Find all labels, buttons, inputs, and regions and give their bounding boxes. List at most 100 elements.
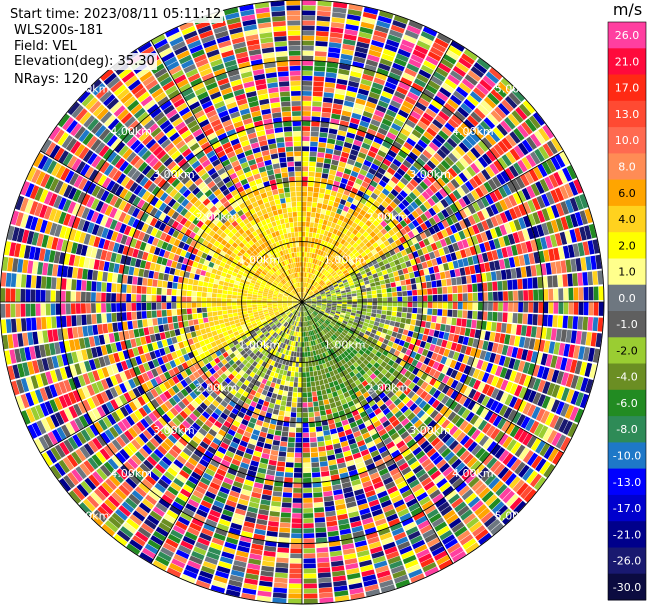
velocity-cell <box>548 302 554 314</box>
velocity-cell <box>435 354 443 363</box>
velocity-cell <box>336 307 342 310</box>
velocity-cell <box>447 302 453 309</box>
velocity-cell <box>513 359 521 371</box>
velocity-cell <box>473 175 483 186</box>
velocity-cell <box>279 405 286 411</box>
velocity-cell <box>367 261 374 268</box>
velocity-cell <box>342 105 353 113</box>
velocity-cell <box>342 173 350 180</box>
velocity-cell <box>353 340 359 346</box>
velocity-cell <box>533 302 539 313</box>
velocity-cell <box>540 410 550 424</box>
velocity-cell <box>395 231 403 239</box>
velocity-cell <box>322 373 327 380</box>
velocity-cell <box>346 277 353 282</box>
velocity-cell <box>445 216 454 226</box>
velocity-cell <box>413 270 420 278</box>
velocity-cell <box>309 273 313 279</box>
velocity-cell <box>437 372 446 382</box>
velocity-cell <box>330 428 338 435</box>
velocity-cell <box>373 263 380 269</box>
velocity-cell <box>302 111 311 116</box>
velocity-cell <box>408 20 423 30</box>
velocity-cell <box>357 302 362 305</box>
velocity-cell <box>324 158 332 164</box>
velocity-cell <box>326 304 332 307</box>
velocity-cell <box>384 171 393 180</box>
velocity-cell <box>416 369 424 378</box>
velocity-cell <box>490 444 502 456</box>
velocity-cell <box>405 260 412 268</box>
velocity-cell <box>279 369 284 375</box>
velocity-cell <box>328 47 341 54</box>
velocity-cell <box>296 357 300 362</box>
velocity-cell <box>454 211 463 221</box>
velocity-cell <box>572 273 578 287</box>
velocity-cell <box>266 433 274 440</box>
velocity-cell <box>476 320 482 330</box>
velocity-cell <box>407 213 416 222</box>
velocity-cell <box>438 331 445 339</box>
velocity-cell <box>430 170 440 180</box>
velocity-cell <box>441 395 450 405</box>
velocity-cell <box>302 292 303 297</box>
velocity-cell <box>320 250 324 256</box>
velocity-cell <box>338 272 344 278</box>
velocity-cell <box>552 275 558 288</box>
velocity-cell <box>355 178 363 185</box>
velocity-cell <box>330 335 336 341</box>
velocity-cell <box>294 462 302 468</box>
velocity-cell <box>319 405 325 411</box>
velocity-cell <box>303 262 306 267</box>
velocity-cell <box>390 188 399 197</box>
velocity-cell <box>369 223 376 231</box>
velocity-cell <box>507 233 516 245</box>
velocity-cell <box>423 444 434 454</box>
velocity-cell <box>399 43 413 53</box>
velocity-cell <box>502 512 516 525</box>
velocity-cell <box>269 423 276 430</box>
velocity-cell <box>478 435 489 447</box>
velocity-cell <box>338 203 345 210</box>
velocity-cell <box>397 414 407 423</box>
velocity-cell <box>400 317 406 324</box>
velocity-cell <box>380 332 387 339</box>
velocity-cell <box>317 313 322 318</box>
velocity-cell <box>367 302 373 306</box>
velocity-cell <box>285 375 291 382</box>
velocity-cell <box>547 275 553 288</box>
velocity-cell <box>324 87 335 93</box>
velocity-cell <box>314 177 321 183</box>
velocity-cell <box>354 329 360 335</box>
velocity-cell <box>315 307 321 310</box>
velocity-cell <box>308 361 313 367</box>
velocity-cell <box>389 320 396 327</box>
velocity-cell <box>311 279 315 285</box>
velocity-cell <box>337 328 343 334</box>
velocity-cell <box>327 298 332 301</box>
velocity-cell <box>528 302 534 313</box>
velocity-cell <box>420 381 429 390</box>
velocity-cell <box>545 327 552 340</box>
velocity-cell <box>351 293 357 297</box>
velocity-cell <box>584 225 592 240</box>
velocity-cell <box>361 261 367 267</box>
velocity-cell <box>587 347 595 362</box>
velocity-cell <box>514 444 526 458</box>
velocity-cell <box>500 120 512 133</box>
velocity-cell <box>312 106 322 112</box>
velocity-cell <box>433 152 444 163</box>
velocity-cell <box>411 129 422 139</box>
velocity-cell <box>322 168 330 174</box>
velocity-cell <box>383 356 391 364</box>
velocity-cell <box>446 367 454 377</box>
velocity-cell <box>495 390 504 402</box>
velocity-cell <box>435 134 446 144</box>
velocity-cell <box>417 289 423 296</box>
velocity-cell <box>347 322 353 327</box>
velocity-cell <box>311 126 320 132</box>
velocity-cell <box>466 166 476 177</box>
velocity-cell <box>468 366 476 377</box>
velocity-cell <box>401 312 407 318</box>
velocity-cell <box>337 320 342 325</box>
